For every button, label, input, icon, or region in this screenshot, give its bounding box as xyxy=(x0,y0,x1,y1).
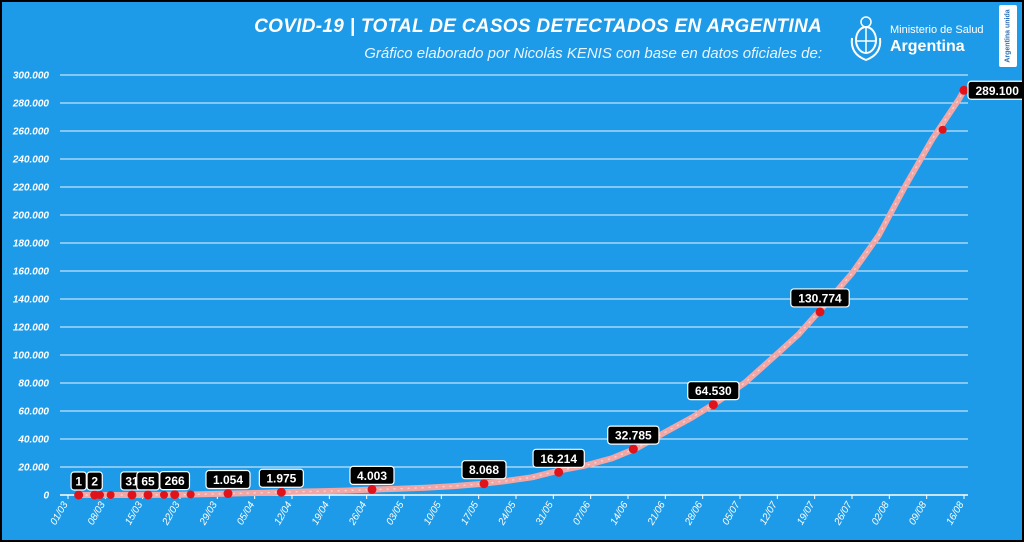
y-tick-label: 20.000 xyxy=(17,463,49,474)
data-label: 1.975 xyxy=(266,472,296,486)
ministry-name-line1: Ministerio de Salud xyxy=(890,24,984,36)
data-label-box xyxy=(790,288,850,308)
data-label: 31 xyxy=(125,474,139,488)
x-tick-label: 24/05 xyxy=(496,500,519,528)
data-label: 8.068 xyxy=(469,463,499,477)
ministry-logo: Ministerio de Salud Argentina xyxy=(848,14,988,64)
data-label: 1.054 xyxy=(213,473,243,487)
x-tick-label: 22/03 xyxy=(160,500,183,528)
data-label-box xyxy=(159,471,191,491)
data-label-box xyxy=(967,80,1022,100)
data-label: 130.774 xyxy=(798,291,842,305)
x-tick-label: 21/06 xyxy=(645,500,668,528)
labeled-point xyxy=(143,490,153,500)
y-tick-label: 300.000 xyxy=(13,71,50,82)
y-tick-label: 280.000 xyxy=(12,99,50,110)
data-label-box xyxy=(70,471,87,491)
data-label-box xyxy=(461,460,507,480)
y-tick-label: 60.000 xyxy=(18,407,49,418)
x-tick-label: 15/03 xyxy=(123,500,145,528)
labeled-point xyxy=(479,479,489,489)
x-tick-label: 07/06 xyxy=(571,500,593,528)
labeled-point xyxy=(815,307,825,317)
y-tick-label: 200.000 xyxy=(12,211,50,222)
x-tick-label: 12/07 xyxy=(758,500,780,528)
x-tick-label: 10/05 xyxy=(422,500,444,528)
y-tick-label: 100.000 xyxy=(13,351,50,362)
labeled-point xyxy=(708,400,718,410)
x-tick-label: 17/05 xyxy=(459,500,481,528)
y-tick-label: 140.000 xyxy=(13,295,50,306)
labeled-point xyxy=(127,490,137,500)
labeled-point xyxy=(959,85,969,95)
labeled-point xyxy=(170,490,180,500)
highlight-point xyxy=(938,125,947,134)
chart-title: COVID-19 | TOTAL DE CASOS DETECTADOS EN … xyxy=(254,16,822,37)
x-tick-label: 16/08 xyxy=(945,500,967,528)
data-label-box xyxy=(532,448,585,468)
y-tick-label: 220.000 xyxy=(12,183,50,194)
y-tick-label: 120.000 xyxy=(13,323,50,334)
labeled-point xyxy=(628,444,638,454)
y-tick-label: 180.000 xyxy=(13,239,50,250)
argentina-unida-badge: Argentina unida xyxy=(999,5,1017,67)
ministry-name-line2: Argentina xyxy=(890,38,965,55)
data-label: 1 xyxy=(75,474,82,488)
data-label: 65 xyxy=(141,474,155,488)
data-label-box xyxy=(86,471,103,491)
data-label-box xyxy=(349,465,395,485)
x-tick-label: 29/03 xyxy=(197,500,220,528)
labeled-point xyxy=(90,490,100,500)
data-label-box xyxy=(687,381,740,401)
x-tick-label: 01/03 xyxy=(49,500,71,528)
highlight-point xyxy=(186,490,195,499)
y-tick-label: 80.000 xyxy=(18,379,49,390)
chart-subtitle: Gráfico elaborado por Nicolás KENIS con … xyxy=(364,45,822,62)
data-label: 16.214 xyxy=(540,452,577,466)
x-tick-label: 05/04 xyxy=(235,500,257,528)
x-tick-label: 19/04 xyxy=(310,500,332,528)
y-tick-label: 260.000 xyxy=(12,127,50,138)
highlight-point xyxy=(106,490,115,499)
data-label: 4.003 xyxy=(357,469,387,483)
y-tick-label: 0 xyxy=(43,491,49,502)
x-tick-label: 28/06 xyxy=(683,500,706,528)
x-tick-label: 02/08 xyxy=(870,500,892,528)
x-tick-label: 26/04 xyxy=(347,500,370,528)
data-label-box xyxy=(258,468,304,488)
x-tick-label: 05/07 xyxy=(721,500,743,528)
x-tick-label: 19/07 xyxy=(795,500,817,528)
x-tick-label: 31/05 xyxy=(534,500,556,528)
x-tick-label: 14/06 xyxy=(609,500,631,528)
y-tick-label: 160.000 xyxy=(13,267,50,278)
data-label: 32.785 xyxy=(615,429,652,443)
labeled-point xyxy=(554,467,564,477)
y-tick-label: 40.000 xyxy=(17,435,49,446)
highlight-point xyxy=(160,490,168,499)
data-label: 64.530 xyxy=(695,384,732,398)
x-tick-label: 26/07 xyxy=(832,500,855,528)
data-label: 2 xyxy=(91,474,98,488)
y-tick-label: 240.000 xyxy=(12,155,50,166)
data-label-box xyxy=(136,471,160,491)
labeled-point xyxy=(367,484,377,494)
labeled-point xyxy=(223,489,233,499)
x-tick-label: 12/04 xyxy=(273,500,295,528)
data-label-box xyxy=(607,425,660,445)
data-label-box xyxy=(205,469,251,490)
x-tick-label: 08/03 xyxy=(86,500,108,528)
labeled-point xyxy=(276,487,286,497)
x-tick-label: 09/08 xyxy=(907,500,929,528)
national-seal-icon xyxy=(850,16,882,62)
x-tick-label: 03/05 xyxy=(385,500,407,528)
data-label: 266 xyxy=(165,474,185,488)
data-label: 289.100 xyxy=(976,84,1020,98)
labeled-point xyxy=(74,490,84,500)
